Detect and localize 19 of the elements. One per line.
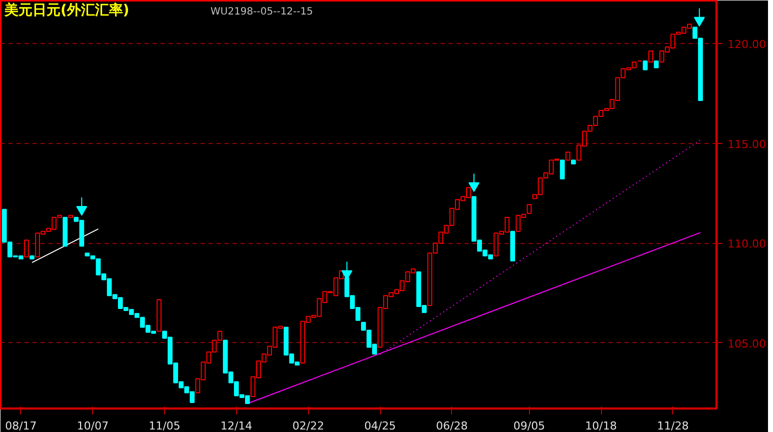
chart-title: 美元日元(外汇汇率): [4, 2, 130, 18]
x-tick-label: 10/07: [76, 420, 109, 432]
y-tick-label: 110.00: [728, 238, 766, 251]
x-tick-label: 08/17: [5, 420, 37, 432]
x-tick-label: 02/22: [292, 420, 324, 432]
x-tick-label: 09/05: [513, 420, 546, 432]
x-tick-label: 04/25: [364, 420, 396, 432]
y-tick-label: 105.00: [728, 337, 766, 350]
y-tick-label: 115.00: [728, 138, 766, 151]
x-tick-label: 12/14: [220, 420, 252, 432]
candlestick: [648, 50, 654, 63]
x-tick-label: 11/28: [657, 420, 689, 432]
x-tick-label: 11/05: [148, 420, 180, 432]
x-tick-label: 10/18: [585, 420, 617, 432]
candlestick: [24, 240, 29, 258]
text: WU2198--05--12--15: [210, 6, 313, 18]
y-tick-label: 120.00: [728, 38, 766, 51]
candlestick: [560, 160, 565, 180]
x-tick-label: 06/28: [436, 420, 468, 432]
